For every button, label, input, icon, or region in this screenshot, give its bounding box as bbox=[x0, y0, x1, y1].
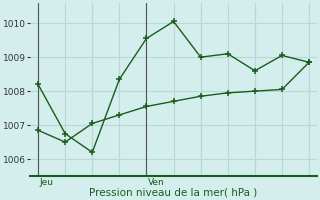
Text: Ven: Ven bbox=[148, 178, 164, 187]
X-axis label: Pression niveau de la mer( hPa ): Pression niveau de la mer( hPa ) bbox=[90, 187, 258, 197]
Text: Jeu: Jeu bbox=[39, 178, 53, 187]
